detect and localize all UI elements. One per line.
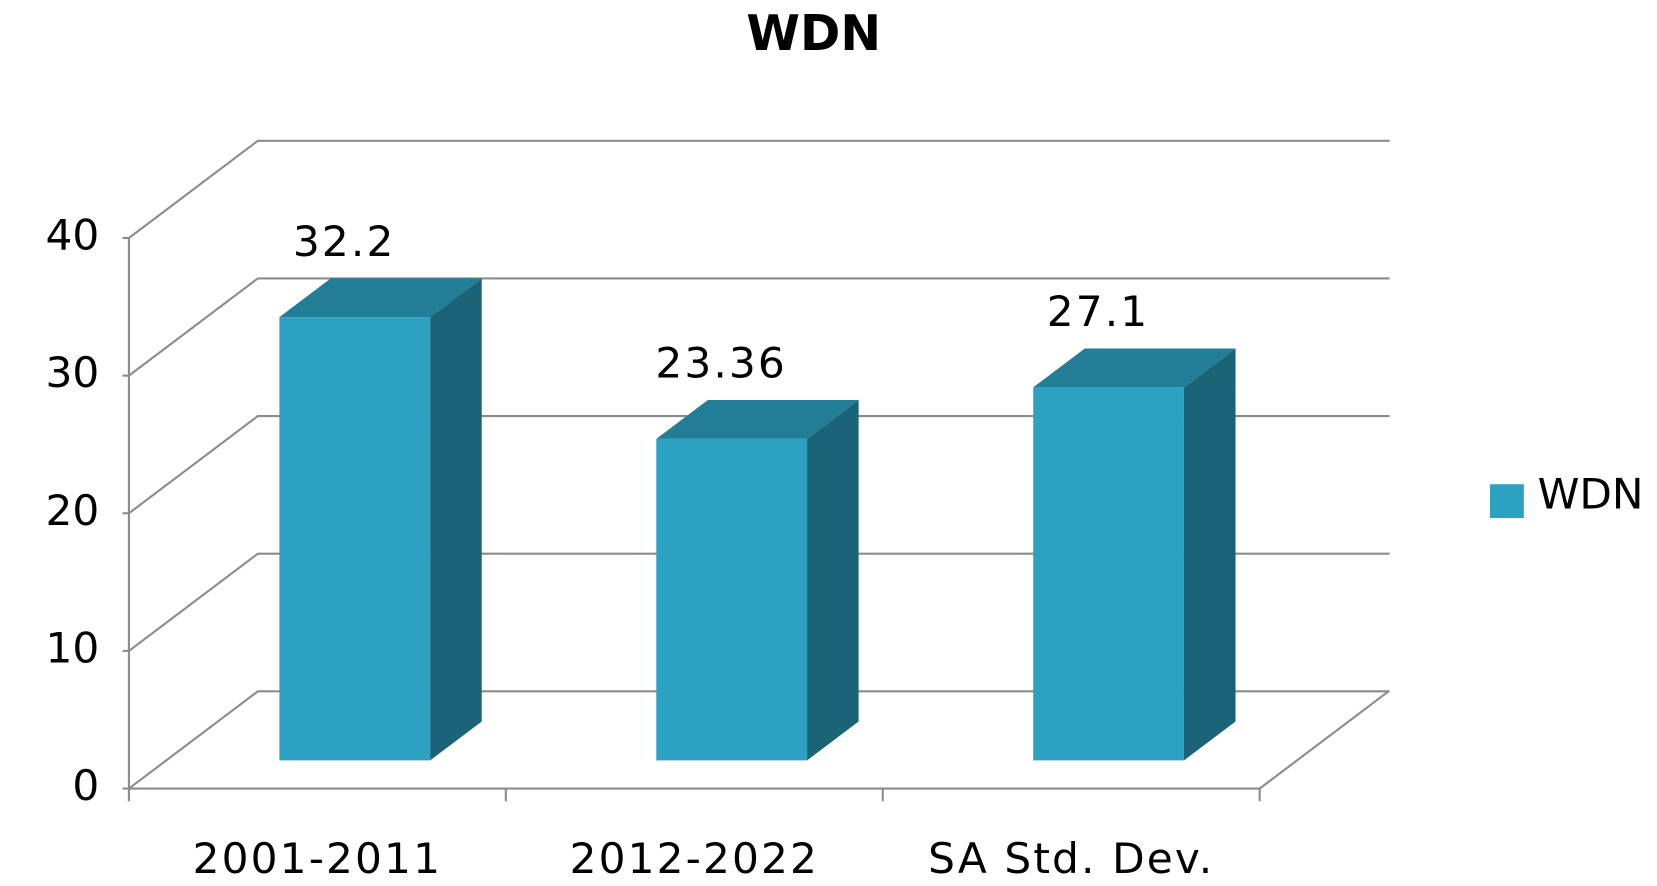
bar	[279, 278, 482, 761]
grid-line	[128, 690, 1390, 790]
legend-swatch	[1490, 484, 1524, 519]
bar-front	[656, 438, 808, 761]
grid-line	[128, 414, 1390, 515]
bar-top	[656, 399, 859, 439]
bar	[1033, 348, 1236, 761]
bar-side	[430, 278, 482, 761]
data-label: 32.2	[293, 217, 396, 266]
y-tick-label: 30	[46, 348, 100, 397]
grid-line	[128, 552, 1390, 652]
grid-line	[128, 277, 1390, 377]
x-tick-label: 2012-2022	[570, 834, 819, 883]
y-tick-label: 10	[46, 623, 100, 672]
x-tick-label: SA Std. Dev.	[928, 834, 1214, 883]
chart-title: WDN	[746, 6, 881, 62]
data-label: 23.36	[655, 339, 787, 388]
bar-side	[1183, 348, 1236, 761]
bar-front	[279, 317, 431, 761]
bar	[656, 399, 859, 761]
y-tick-label: 40	[46, 210, 100, 259]
grid-line	[128, 139, 1390, 239]
y-tick-label: 20	[46, 486, 100, 535]
bar-top	[1033, 348, 1236, 388]
y-tick-label: 0	[72, 761, 99, 810]
legend-label: WDN	[1538, 469, 1644, 518]
bar-front	[1033, 387, 1184, 761]
bar-side	[807, 399, 859, 761]
data-label: 27.1	[1047, 287, 1150, 336]
x-tick-label: 2001-2011	[193, 834, 442, 883]
bar-top	[279, 278, 482, 318]
